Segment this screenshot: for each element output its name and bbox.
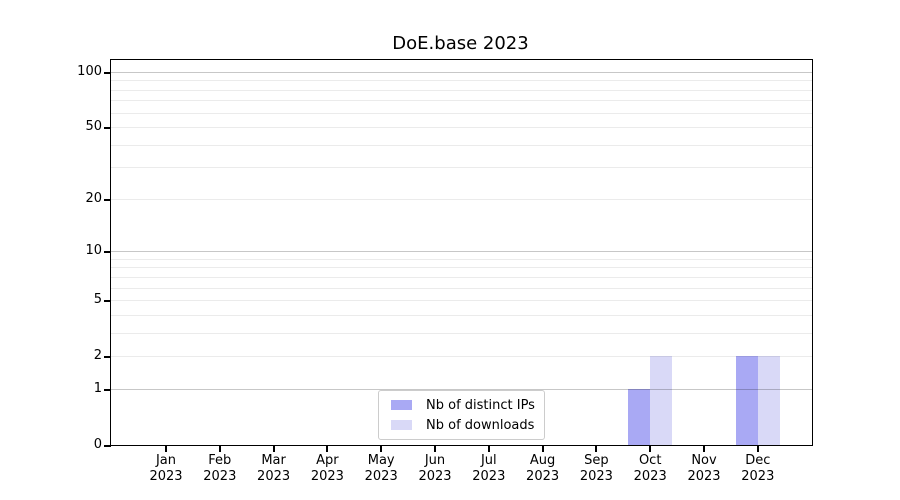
x-tick-mark	[165, 446, 167, 452]
x-tick-label: Jun 2023	[407, 453, 463, 485]
x-tick-year: 2023	[687, 469, 721, 484]
minor-gridline	[111, 89, 812, 91]
x-tick-label: Sep 2023	[568, 453, 624, 485]
y-tick-mark	[104, 198, 111, 201]
x-tick-mark	[487, 446, 490, 452]
minor-gridline	[111, 300, 812, 302]
y-tick-mark	[104, 445, 111, 447]
minor-gridline	[111, 287, 812, 289]
minor-gridline	[111, 167, 812, 169]
x-tick-label: Nov 2023	[676, 453, 732, 485]
minor-gridline	[111, 267, 812, 269]
major-gridline	[111, 388, 812, 390]
y-tick-label: 10	[85, 243, 102, 259]
minor-gridline	[111, 112, 812, 114]
x-tick-mark	[649, 446, 652, 452]
bar-distinct-ips	[735, 356, 758, 445]
x-tick-mark	[541, 446, 544, 452]
x-tick-year: 2023	[257, 469, 291, 484]
x-tick-month: Apr	[316, 453, 339, 468]
x-tick-mark	[380, 446, 383, 452]
x-tick-year: 2023	[633, 469, 667, 484]
x-tick-mark	[326, 446, 329, 452]
x-tick-year: 2023	[310, 469, 344, 484]
x-tick-label: Apr 2023	[299, 453, 355, 485]
x-tick-year: 2023	[579, 469, 613, 484]
x-tick-mark	[595, 446, 598, 452]
y-tick-label: 5	[93, 292, 102, 308]
minor-gridline	[111, 258, 812, 260]
minor-gridline	[111, 100, 812, 102]
y-tick-label: 100	[77, 64, 102, 79]
y-tick-mark	[104, 388, 111, 391]
x-tick-label: Mar 2023	[246, 453, 302, 485]
minor-gridline	[111, 332, 812, 334]
bar-distinct-ips	[628, 388, 651, 445]
x-tick-mark	[703, 446, 705, 452]
x-tick-year: 2023	[741, 469, 775, 484]
x-tick-month: Jul	[480, 453, 497, 468]
y-tick-mark	[104, 356, 111, 359]
x-tick-mark	[272, 446, 275, 452]
x-tick-month: Dec	[745, 453, 771, 468]
minor-gridline	[111, 198, 812, 200]
x-tick-year: 2023	[526, 469, 560, 484]
y-tick-label: 0	[93, 437, 102, 452]
legend-entry-downloads: Nb of downloads	[391, 415, 535, 435]
plot-area	[110, 59, 813, 446]
x-tick-month: Oct	[638, 453, 662, 468]
legend-swatch-distinct-ips-icon	[391, 400, 412, 410]
x-tick-label: Feb 2023	[192, 453, 248, 485]
minor-gridline	[111, 314, 812, 316]
legend: Nb of distinct IPs Nb of downloads	[378, 390, 545, 440]
x-tick-label: Dec 2023	[730, 453, 786, 485]
legend-entry-distinct-ips: Nb of distinct IPs	[391, 395, 535, 415]
x-tick-month: May	[367, 453, 395, 468]
x-tick-month: Aug	[529, 453, 556, 468]
minor-gridline	[111, 80, 812, 82]
bar-downloads	[650, 356, 673, 445]
x-tick-mark	[756, 446, 759, 452]
x-tick-mark	[434, 446, 436, 452]
x-tick-month: Nov	[691, 453, 717, 468]
x-tick-month: Jan	[155, 453, 177, 468]
minor-gridline	[111, 144, 812, 146]
x-tick-month: Feb	[208, 453, 232, 468]
x-tick-year: 2023	[364, 469, 398, 484]
x-tick-label: Jul 2023	[461, 453, 517, 485]
y-tick-label: 1	[93, 380, 102, 396]
legend-swatch-downloads-icon	[391, 420, 412, 430]
x-tick-month: Jun	[424, 453, 446, 468]
major-gridline	[111, 72, 812, 73]
x-tick-year: 2023	[203, 469, 237, 484]
x-tick-year: 2023	[149, 469, 183, 484]
x-tick-year: 2023	[472, 469, 506, 484]
major-gridline	[111, 251, 812, 253]
y-tick-mark	[104, 127, 111, 130]
y-tick-label: 20	[85, 190, 102, 206]
x-tick-month: Mar	[261, 453, 286, 468]
x-tick-month: Sep	[584, 453, 609, 468]
chart-title: DoE.base 2023	[392, 33, 529, 54]
x-tick-mark	[218, 446, 221, 452]
x-tick-year: 2023	[418, 469, 452, 484]
minor-gridline	[111, 356, 812, 358]
y-tick-mark	[104, 251, 111, 254]
x-tick-label: Aug 2023	[515, 453, 571, 485]
y-tick-mark	[104, 72, 111, 74]
bar-downloads	[757, 356, 780, 445]
y-tick-mark	[104, 300, 111, 303]
y-tick-label: 2	[93, 348, 102, 364]
minor-gridline	[111, 276, 812, 278]
x-tick-label: May 2023	[353, 453, 409, 485]
legend-label-downloads: Nb of downloads	[426, 417, 535, 433]
x-tick-label: Oct 2023	[622, 453, 678, 485]
legend-label-distinct-ips: Nb of distinct IPs	[426, 397, 535, 413]
x-tick-label: Jan 2023	[138, 453, 194, 485]
y-tick-label: 50	[85, 119, 102, 135]
minor-gridline	[111, 127, 812, 129]
